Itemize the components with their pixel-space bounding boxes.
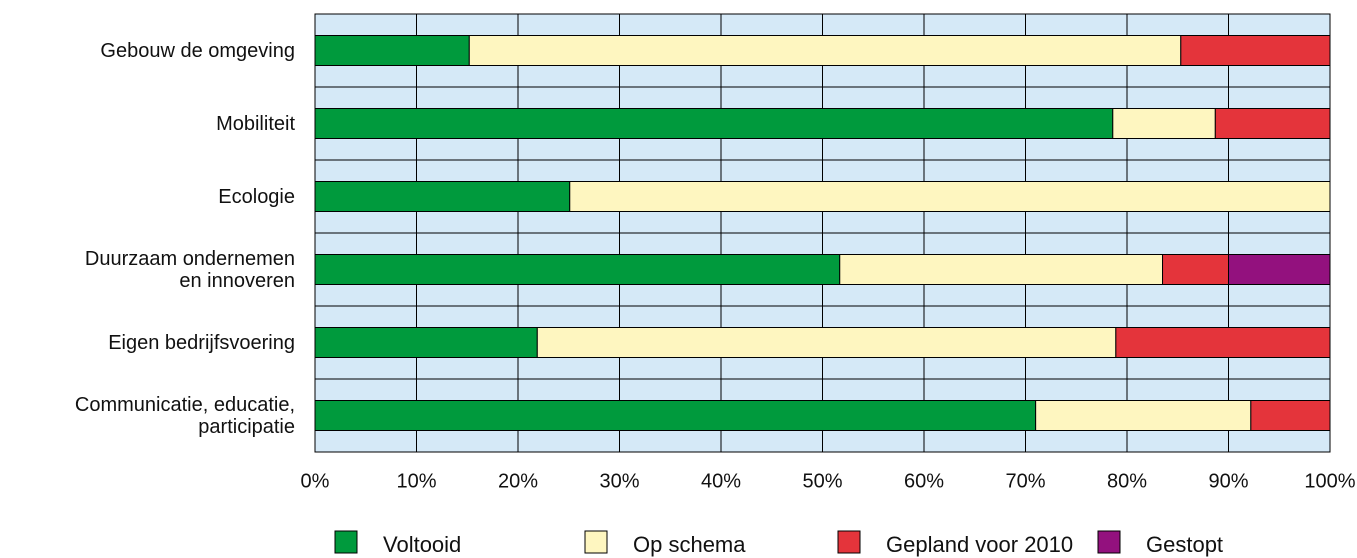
x-tick-label: 20% bbox=[498, 470, 538, 492]
legend-label: Gestopt bbox=[1146, 532, 1223, 557]
legend-swatch bbox=[837, 530, 861, 554]
x-tick-label: 10% bbox=[396, 470, 436, 492]
bar-segment bbox=[314, 108, 1114, 139]
bar-segment bbox=[1115, 327, 1331, 358]
y-tick-label: Communicatie, educatie, participatie bbox=[74, 393, 295, 438]
x-tick-label: 0% bbox=[301, 470, 330, 492]
y-tick-label: Ecologie bbox=[218, 185, 295, 208]
bar-segment bbox=[536, 327, 1117, 358]
y-tick-label: Eigen bedrijfsvoering bbox=[108, 331, 295, 354]
legend-swatch bbox=[1097, 530, 1121, 554]
bar-segment bbox=[1214, 108, 1331, 139]
legend-label: Op schema bbox=[633, 532, 746, 557]
bar-segment bbox=[839, 254, 1164, 285]
bar-segment bbox=[1250, 400, 1331, 431]
bar-segment bbox=[569, 181, 1331, 212]
x-tick-label: 30% bbox=[599, 470, 639, 492]
bar-segment bbox=[1162, 254, 1230, 285]
bar-segment bbox=[1035, 400, 1252, 431]
y-tick-label: Duurzaam ondernemen en innoveren bbox=[84, 247, 295, 292]
bar-segment bbox=[1180, 35, 1331, 66]
y-tick-label: Gebouw de omgeving bbox=[100, 39, 295, 62]
bar-segment bbox=[468, 35, 1182, 66]
bar-segment bbox=[314, 35, 470, 66]
bar-segment bbox=[1112, 108, 1216, 139]
bar-segment bbox=[314, 254, 841, 285]
legend-label: Gepland voor 2010 bbox=[886, 532, 1073, 557]
bar-segment bbox=[314, 327, 538, 358]
bar-segment bbox=[1228, 254, 1331, 285]
legend-label: Voltooid bbox=[383, 532, 461, 557]
x-tick-label: 90% bbox=[1208, 470, 1248, 492]
x-tick-label: 80% bbox=[1107, 470, 1147, 492]
x-tick-label: 40% bbox=[701, 470, 741, 492]
legend-swatch bbox=[334, 530, 358, 554]
bar-segment bbox=[314, 181, 571, 212]
bar-segment bbox=[314, 400, 1037, 431]
x-tick-label: 70% bbox=[1005, 470, 1045, 492]
x-tick-label: 60% bbox=[904, 470, 944, 492]
x-tick-label: 100% bbox=[1304, 470, 1355, 492]
y-tick-label: Mobiliteit bbox=[216, 112, 295, 135]
legend-swatch bbox=[584, 530, 608, 554]
x-tick-label: 50% bbox=[802, 470, 842, 492]
